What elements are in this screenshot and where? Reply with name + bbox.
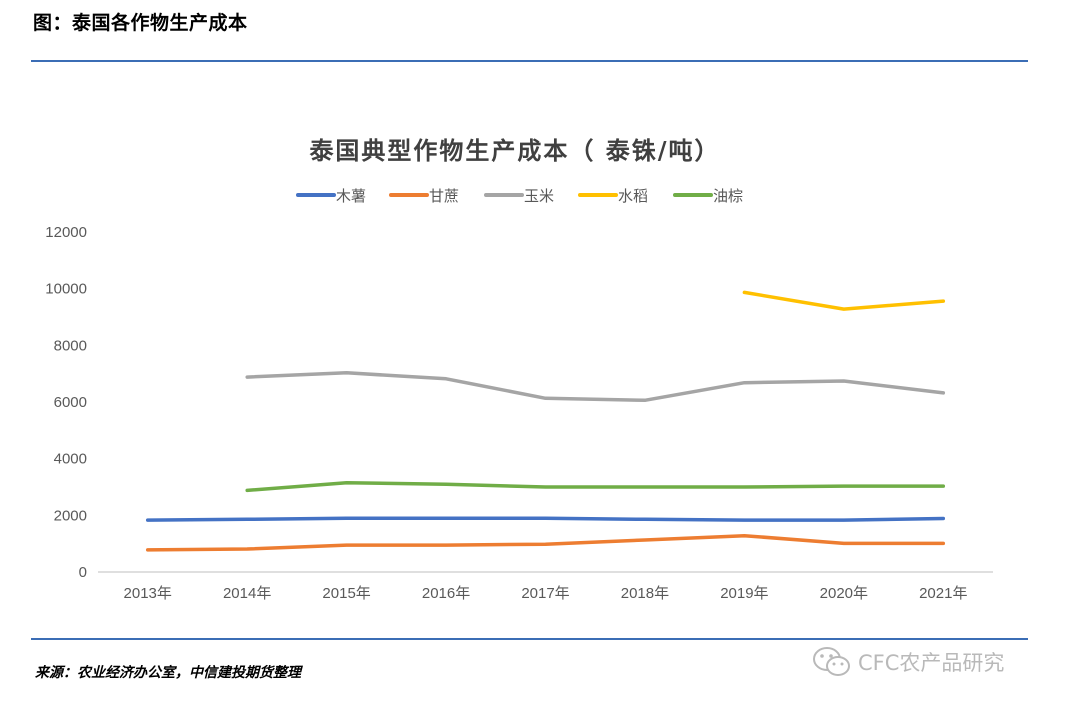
source-note: 来源：农业经济办公室，中信建投期货整理 [35, 665, 301, 681]
x-tick-label: 2015年 [322, 585, 370, 602]
y-tick-label: 8000 [54, 337, 87, 354]
chart-title: 泰国典型作物生产成本（ 泰铢/吨） [309, 136, 720, 165]
x-tick-label: 2021年 [919, 585, 967, 602]
y-tick-label: 2000 [54, 507, 87, 524]
legend-label: 木薯 [336, 187, 366, 205]
x-tick-label: 2018年 [621, 585, 669, 602]
x-tick-label: 2013年 [124, 585, 172, 602]
legend-label: 水稻 [618, 187, 648, 205]
legend-label: 油棕 [713, 187, 743, 205]
x-axis-ticks: 2013年 2014年 2015年 2016年 2017年 2018年 2019年 2020年… [124, 585, 968, 602]
y-tick-label: 4000 [54, 451, 87, 468]
series-line-3 [245, 371, 946, 403]
y-tick-label: 6000 [54, 394, 87, 411]
x-tick-label: 2016年 [422, 585, 470, 602]
legend-label: 甘蔗 [429, 187, 459, 205]
top-divider [31, 60, 1028, 62]
x-tick-label: 2019年 [720, 585, 768, 602]
y-tick-label: 10000 [45, 281, 87, 298]
series-line-5 [245, 481, 946, 493]
series-line-1 [145, 516, 946, 522]
y-tick-label: 0 [79, 564, 87, 581]
bottom-divider [31, 638, 1028, 640]
legend-label: 玉米 [524, 187, 554, 205]
y-tick-label: 12000 [45, 224, 87, 241]
wechat-icon [813, 647, 850, 676]
y-axis-ticks: 0 2000 4000 6000 8000 10000 12000 [45, 224, 87, 581]
figure-title: 图：泰国各作物生产成本 [33, 12, 248, 34]
x-tick-label: 2014年 [223, 585, 271, 602]
legend: 木薯 甘蔗 玉米 水稻 油棕 [296, 187, 743, 205]
series-line-4 [742, 290, 946, 311]
x-tick-label: 2017年 [521, 585, 569, 602]
watermark: CFC农产品研究 [812, 645, 1004, 679]
series-line-2 [145, 533, 946, 552]
x-tick-label: 2020年 [820, 585, 868, 602]
series-lines [145, 290, 946, 552]
watermark-text: CFC农产品研究 [858, 651, 1005, 675]
